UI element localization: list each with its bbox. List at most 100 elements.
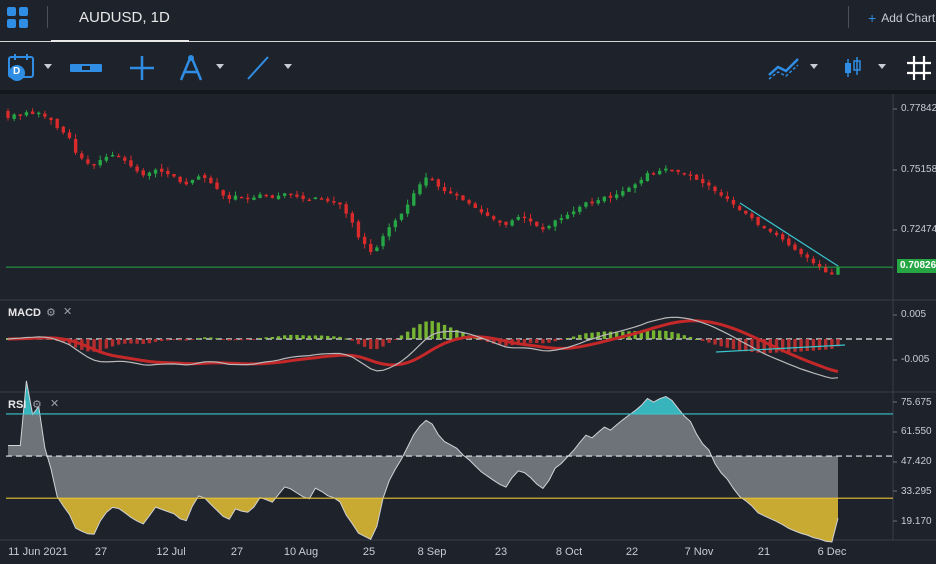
candle-body xyxy=(110,155,115,157)
macd-histogram-bar xyxy=(209,337,213,339)
close-icon[interactable]: ✕ xyxy=(50,398,60,410)
add-chart-button[interactable]: + Add Chart xyxy=(860,6,936,30)
drawing-compass-icon[interactable] xyxy=(176,53,206,83)
time-axis-label: 10 Aug xyxy=(283,546,319,558)
macd-histogram-bar xyxy=(590,332,594,339)
macd-histogram-bar xyxy=(166,339,170,341)
candle-body xyxy=(30,111,35,115)
candle-body xyxy=(344,204,348,214)
chevron-down-icon[interactable] xyxy=(878,64,886,69)
layout-grid-icon[interactable] xyxy=(7,7,29,29)
macd-histogram-bar xyxy=(614,331,619,339)
macd-histogram-bar xyxy=(541,339,545,344)
grid-toggle-icon[interactable] xyxy=(904,53,934,83)
settings-gear-icon[interactable]: ⚙ xyxy=(32,399,42,411)
macd-histogram-bar xyxy=(633,331,637,339)
chart-toolbar: D xyxy=(0,43,936,94)
candle-body xyxy=(590,201,594,204)
range-icon[interactable] xyxy=(68,53,104,83)
chevron-down-icon[interactable] xyxy=(44,64,52,69)
macd-histogram-bar xyxy=(639,330,643,339)
macd-histogram-bar xyxy=(196,338,201,340)
candle-body xyxy=(123,157,127,161)
macd-histogram-bar xyxy=(387,339,391,343)
macd-histogram-bar xyxy=(98,339,102,351)
macd-histogram-bar xyxy=(430,320,434,339)
candle-body xyxy=(492,216,496,220)
macd-histogram-bar xyxy=(356,339,361,345)
candlestick-type-icon[interactable] xyxy=(842,53,864,83)
candle-body xyxy=(627,187,631,192)
crosshair-icon[interactable] xyxy=(128,53,156,83)
calendar-period-icon[interactable]: D xyxy=(6,53,38,83)
candle-body xyxy=(184,181,188,185)
macd-histogram-bar xyxy=(670,331,674,339)
macd-histogram-bar xyxy=(787,339,791,353)
candle-body xyxy=(725,196,730,199)
trendline-drawing xyxy=(739,202,839,267)
macd-histogram-bar xyxy=(676,333,680,339)
candle-body xyxy=(276,195,281,200)
candle-body xyxy=(412,193,416,206)
time-axis-label: 12 Jul xyxy=(156,546,186,558)
candle-body xyxy=(713,186,717,192)
candle-body xyxy=(178,176,182,183)
macd-histogram-bar xyxy=(651,330,656,339)
price-axis-label: 0.75158 xyxy=(901,164,936,175)
candle-body xyxy=(98,159,102,166)
macd-histogram-bar xyxy=(725,339,730,348)
candle-body xyxy=(805,254,809,258)
macd-histogram-bar xyxy=(737,339,742,351)
candle-body xyxy=(651,173,656,175)
macd-histogram-bar xyxy=(246,339,250,340)
settings-gear-icon[interactable]: ⚙ xyxy=(46,307,56,319)
candle-body xyxy=(658,170,662,175)
macd-histogram-bar xyxy=(227,339,232,341)
candle-body xyxy=(737,205,742,211)
macd-histogram-bar xyxy=(547,339,551,343)
candle-body xyxy=(12,114,16,119)
macd-histogram-bar xyxy=(375,339,379,350)
macd-histogram-bar xyxy=(836,339,840,347)
candle-body xyxy=(811,258,816,264)
candle-body xyxy=(301,195,305,199)
macd-line xyxy=(7,316,839,379)
chevron-down-icon[interactable] xyxy=(810,64,818,69)
macd-histogram-bar xyxy=(282,335,287,339)
macd-histogram-bar xyxy=(830,339,834,349)
candle-body xyxy=(289,193,293,196)
tab-audusd[interactable]: AUDUSD, 1D xyxy=(51,0,189,42)
price-chart[interactable] xyxy=(0,94,936,564)
macd-histogram-bar xyxy=(553,339,557,342)
macd-histogram-bar xyxy=(252,339,256,340)
macd-histogram-bar xyxy=(713,339,717,345)
macd-histogram-bar xyxy=(498,339,502,346)
macd-histogram-bar xyxy=(221,339,225,340)
candle-body xyxy=(516,217,520,220)
macd-histogram-bar xyxy=(688,336,693,339)
candle-body xyxy=(633,184,637,189)
rsi-area xyxy=(8,413,838,499)
chevron-down-icon[interactable] xyxy=(216,64,224,69)
macd-histogram-bar xyxy=(645,330,650,339)
macd-histogram-bar xyxy=(92,339,96,352)
close-icon[interactable]: ✕ xyxy=(63,306,73,318)
trendline-icon[interactable] xyxy=(244,53,272,83)
candle-body xyxy=(756,216,760,225)
chevron-down-icon[interactable] xyxy=(284,64,292,69)
candle-body xyxy=(608,195,613,198)
candle-body xyxy=(313,197,318,200)
macd-histogram-bar xyxy=(516,339,520,345)
candle-body xyxy=(467,200,471,204)
compare-icon[interactable] xyxy=(766,53,802,83)
macd-histogram-bar xyxy=(332,336,336,339)
candle-body xyxy=(43,113,47,117)
macd-histogram-bar xyxy=(399,335,404,339)
candle-body xyxy=(332,201,336,203)
candle-body xyxy=(479,209,484,213)
candle-body xyxy=(455,193,459,196)
rsi-label: RSI xyxy=(8,399,27,411)
candle-body xyxy=(387,227,391,237)
candle-body xyxy=(326,198,330,202)
candle-body xyxy=(190,179,195,184)
